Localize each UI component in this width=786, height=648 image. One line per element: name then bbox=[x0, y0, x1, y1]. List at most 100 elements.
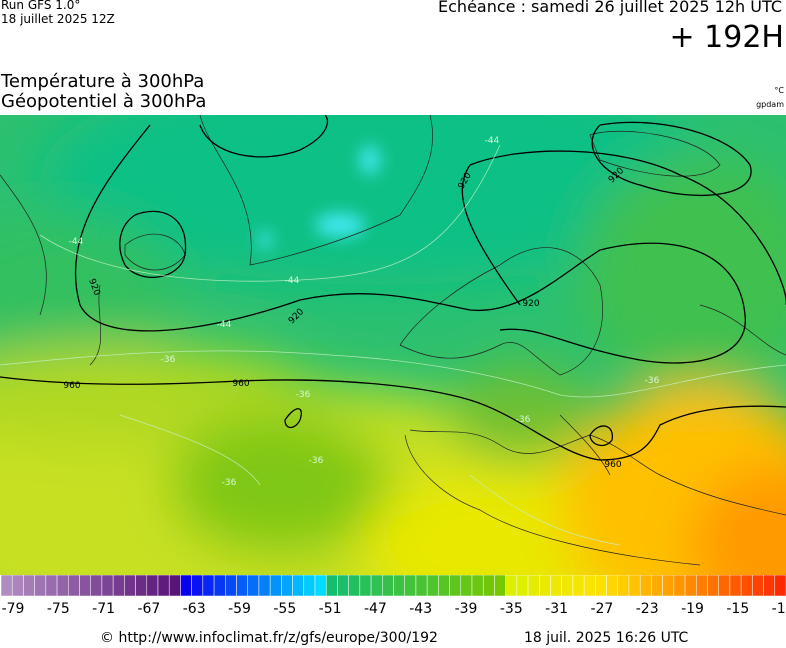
color-swatch bbox=[11, 575, 24, 597]
color-swatch bbox=[90, 575, 103, 597]
color-swatch bbox=[471, 575, 484, 597]
color-swatch bbox=[303, 575, 316, 597]
scale-label: -27 bbox=[590, 601, 613, 615]
color-swatch bbox=[359, 575, 372, 597]
color-swatch bbox=[696, 575, 708, 597]
color-swatch bbox=[348, 575, 361, 597]
unit: °C bbox=[774, 86, 784, 95]
color-swatch bbox=[281, 575, 293, 597]
scale-label: -15 bbox=[726, 601, 749, 615]
color-swatch bbox=[460, 575, 473, 597]
scale-label: -51 bbox=[319, 601, 342, 615]
color-swatch bbox=[617, 575, 630, 597]
color-swatch bbox=[124, 575, 136, 597]
color-swatch bbox=[236, 575, 248, 597]
color-swatch bbox=[404, 575, 417, 597]
isotherm-label: -44 bbox=[285, 276, 300, 286]
color-swatch bbox=[146, 575, 159, 597]
color-swatch bbox=[516, 575, 529, 597]
color-swatch bbox=[550, 575, 562, 597]
color-swatch bbox=[628, 575, 641, 597]
color-scale: -79 -75 -71 -67 -63 -59 -55 -51 -47 -43 -39 -35 -31 -… bbox=[0, 575, 786, 615]
color-swatch bbox=[415, 575, 428, 597]
color-swatch bbox=[370, 575, 383, 597]
color-swatch bbox=[258, 575, 271, 597]
scale-label: -63 bbox=[183, 601, 206, 615]
color-swatch bbox=[752, 575, 764, 597]
color-swatch bbox=[606, 575, 619, 597]
color-swatch bbox=[23, 575, 35, 597]
scale-label: -23 bbox=[636, 601, 659, 615]
color-swatch bbox=[180, 575, 192, 597]
color-swatch bbox=[774, 575, 786, 597]
lead-time: + 192H bbox=[669, 20, 785, 55]
run: Run GFS 1.0° bbox=[1, 0, 81, 12]
color-swatch bbox=[202, 575, 215, 597]
color-swatch bbox=[482, 575, 495, 597]
color-swatch bbox=[527, 575, 540, 597]
color-swatch bbox=[393, 575, 405, 597]
color-swatch bbox=[56, 575, 69, 597]
color-swatch bbox=[662, 575, 675, 597]
color-swatch bbox=[639, 575, 652, 597]
color-swatch bbox=[0, 575, 13, 597]
scale-label: -67 bbox=[137, 601, 160, 615]
scale-label: -19 bbox=[681, 601, 704, 615]
isotherm-label: -44 bbox=[69, 237, 84, 247]
color-swatch bbox=[68, 575, 80, 597]
contour-label: 960 bbox=[63, 381, 80, 391]
color-swatch bbox=[438, 575, 450, 597]
scale-label: -59 bbox=[228, 601, 251, 615]
color-swatch bbox=[337, 575, 349, 597]
color-swatch bbox=[269, 575, 282, 597]
color-swatch bbox=[729, 575, 742, 597]
isotherm-label: -36 bbox=[296, 390, 311, 400]
color-swatch bbox=[168, 575, 181, 597]
isotherm-label: -44 bbox=[485, 136, 500, 146]
scale-label: -43 bbox=[409, 601, 432, 615]
color-swatch bbox=[101, 575, 114, 597]
color-swatch bbox=[247, 575, 260, 597]
color-swatch bbox=[505, 575, 518, 597]
render-time: 18 juil. 2025 16:26 UTC bbox=[524, 630, 689, 646]
scale-label: -35 bbox=[500, 601, 523, 615]
color-swatch bbox=[314, 575, 327, 597]
color-swatch bbox=[595, 575, 607, 597]
color-swatch bbox=[45, 575, 58, 597]
unit: gpdam bbox=[756, 100, 784, 109]
color-swatch bbox=[426, 575, 439, 597]
isotherm-label: -36 bbox=[222, 478, 237, 488]
color-swatch bbox=[494, 575, 506, 597]
color-swatch bbox=[763, 575, 776, 597]
scale-label: -75 bbox=[47, 601, 70, 615]
temperature-field bbox=[0, 115, 786, 575]
color-swatch bbox=[79, 575, 91, 597]
color-swatch bbox=[325, 575, 338, 597]
scale-label: -31 bbox=[545, 601, 568, 615]
contour-label: 920 bbox=[522, 299, 539, 309]
geopotential-contours bbox=[0, 115, 786, 461]
isotherm-label: -36 bbox=[309, 456, 324, 466]
color-swatch bbox=[740, 575, 753, 597]
color-swatch bbox=[561, 575, 574, 597]
color-swatch bbox=[34, 575, 47, 597]
title: Géopotentiel à 300hPa bbox=[1, 91, 207, 112]
scale-label: -39 bbox=[455, 601, 478, 615]
color-swatch bbox=[707, 575, 719, 597]
valid-time: Echéance : samedi 26 juillet 2025 12h UT… bbox=[438, 0, 782, 16]
contour-label: 960 bbox=[604, 460, 621, 470]
color-swatch bbox=[225, 575, 237, 597]
color-swatch bbox=[112, 575, 125, 597]
color-swatch bbox=[651, 575, 663, 597]
scale-label: -11 bbox=[772, 601, 786, 615]
isotherm-label: -36 bbox=[161, 355, 176, 365]
scale-label: -71 bbox=[92, 601, 115, 615]
color-swatch bbox=[572, 575, 585, 597]
color-swatch bbox=[673, 575, 686, 597]
run-date: 18 juillet 2025 12Z bbox=[1, 12, 115, 26]
color-swatch bbox=[191, 575, 204, 597]
color-swatch bbox=[292, 575, 305, 597]
scale-label: -55 bbox=[273, 601, 296, 615]
